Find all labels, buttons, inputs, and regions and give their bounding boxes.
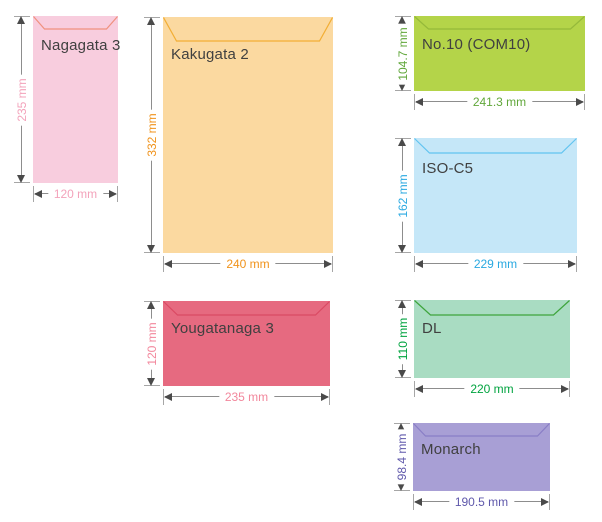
envelope-name: No.10 (COM10): [422, 36, 531, 53]
width-label: 220 mm: [464, 380, 520, 397]
arrowhead-down-icon: [398, 83, 406, 91]
envelope-flap-icon: [33, 16, 118, 30]
envelope-flap-icon: [414, 16, 585, 30]
envelope-dl: 110 mm DL 220 mm: [395, 300, 570, 397]
height-dimension: 98.4 mm: [394, 423, 410, 491]
envelope-body: ISO-C5: [414, 138, 577, 253]
arrowhead-left-icon: [164, 392, 172, 401]
arrowhead-up-icon: [398, 16, 406, 24]
arrowhead-up-icon: [17, 16, 25, 24]
width-label: 120 mm: [47, 185, 104, 202]
width-label: 190.5 mm: [448, 493, 515, 510]
envelope-name: ISO-C5: [422, 160, 474, 177]
envelope-flap-icon: [414, 138, 577, 154]
arrowhead-left-icon: [34, 189, 42, 198]
arrowhead-left-icon: [415, 259, 423, 268]
envelope-kakugata-2: 332 mm Kakugata 2 240 mm: [144, 17, 333, 272]
dimension-tick: [332, 256, 333, 272]
height-dimension: 110 mm: [395, 300, 411, 378]
height-label: 110 mm: [396, 313, 410, 365]
dimension-tick: [576, 256, 577, 272]
envelope-body: Kakugata 2: [163, 17, 333, 253]
height-dimension: 235 mm: [14, 16, 30, 183]
dimension-tick: [163, 389, 164, 405]
arrowhead-up-icon: [147, 301, 155, 309]
arrowhead-right-icon: [321, 392, 329, 401]
envelope-body: Monarch: [413, 423, 550, 491]
arrowhead-left-icon: [415, 97, 423, 106]
width-label: 229 mm: [467, 255, 524, 272]
envelope-monarch: 98.4 mm Monarch 190.5 mm: [394, 423, 550, 510]
envelope-no10-com10: 104.7 mm No.10 (COM10) 241.3 mm: [395, 16, 585, 110]
envelope-body: Nagagata 3: [33, 16, 121, 183]
arrowhead-down-icon: [147, 378, 155, 386]
width-dimension: 120 mm: [33, 185, 118, 202]
envelope-flap-icon: [413, 423, 550, 437]
arrowhead-up-icon: [398, 138, 406, 146]
arrowhead-right-icon: [568, 259, 576, 268]
envelope-flap-icon: [414, 300, 570, 316]
dimension-tick: [584, 94, 585, 110]
envelope-body: DL: [414, 300, 570, 378]
height-dimension: 162 mm: [395, 138, 411, 253]
dimension-tick: [33, 186, 34, 202]
height-dimension: 332 mm: [144, 17, 160, 253]
height-label: 332 mm: [145, 109, 159, 161]
arrowhead-down-icon: [397, 483, 405, 491]
arrowhead-down-icon: [398, 245, 406, 253]
envelope-body: Yougatanaga 3: [163, 301, 330, 386]
dimension-tick: [413, 494, 414, 510]
envelope-yougatanaga-3: 120 mm Yougatanaga 3 235 mm: [144, 301, 330, 405]
envelope-name: Yougatanaga 3: [171, 320, 274, 337]
arrowhead-up-icon: [397, 423, 405, 431]
envelope-name: DL: [422, 320, 442, 337]
dimension-tick: [414, 94, 415, 110]
width-dimension: 241.3 mm: [414, 93, 585, 110]
arrowhead-down-icon: [147, 245, 155, 253]
dimension-tick: [414, 381, 415, 397]
height-label: 162 mm: [396, 169, 410, 222]
arrowhead-right-icon: [541, 497, 549, 506]
width-dimension: 240 mm: [163, 255, 333, 272]
envelope-name: Kakugata 2: [171, 46, 249, 63]
width-dimension: 229 mm: [414, 255, 577, 272]
arrowhead-right-icon: [576, 97, 584, 106]
height-label: 120 mm: [145, 317, 159, 370]
envelope-name: Monarch: [421, 441, 481, 458]
dimension-tick: [569, 381, 570, 397]
arrowhead-up-icon: [398, 300, 406, 308]
arrowhead-left-icon: [414, 497, 422, 506]
envelope-name: Nagagata 3: [41, 37, 121, 54]
height-dimension: 120 mm: [144, 301, 160, 386]
width-dimension: 235 mm: [163, 388, 330, 405]
arrowhead-left-icon: [164, 259, 172, 268]
arrowhead-right-icon: [109, 189, 117, 198]
dimension-tick: [414, 256, 415, 272]
dimension-tick: [329, 389, 330, 405]
arrowhead-right-icon: [324, 259, 332, 268]
height-label: 104.7 mm: [396, 22, 410, 85]
width-label: 240 mm: [220, 255, 276, 272]
width-dimension: 190.5 mm: [413, 493, 550, 510]
arrowhead-down-icon: [398, 370, 406, 378]
envelope-flap-icon: [163, 301, 330, 316]
envelope-flap-icon: [163, 17, 333, 42]
dimension-tick: [117, 186, 118, 202]
arrowhead-up-icon: [147, 17, 155, 25]
envelope-nagagata-3: 235 mm Nagagata 3 120 mm: [14, 16, 121, 202]
width-dimension: 220 mm: [414, 380, 570, 397]
height-label: 235 mm: [15, 73, 29, 126]
dimension-tick: [549, 494, 550, 510]
height-label: 98.4 mm: [395, 429, 409, 485]
envelope-body: No.10 (COM10): [414, 16, 585, 91]
height-dimension: 104.7 mm: [395, 16, 411, 91]
width-label: 235 mm: [218, 388, 275, 405]
arrowhead-right-icon: [561, 384, 569, 393]
arrowhead-left-icon: [415, 384, 423, 393]
width-label: 241.3 mm: [466, 93, 533, 110]
envelope-iso-c5: 162 mm ISO-C5 229 mm: [395, 138, 577, 272]
dimension-tick: [163, 256, 164, 272]
arrowhead-down-icon: [17, 175, 25, 183]
